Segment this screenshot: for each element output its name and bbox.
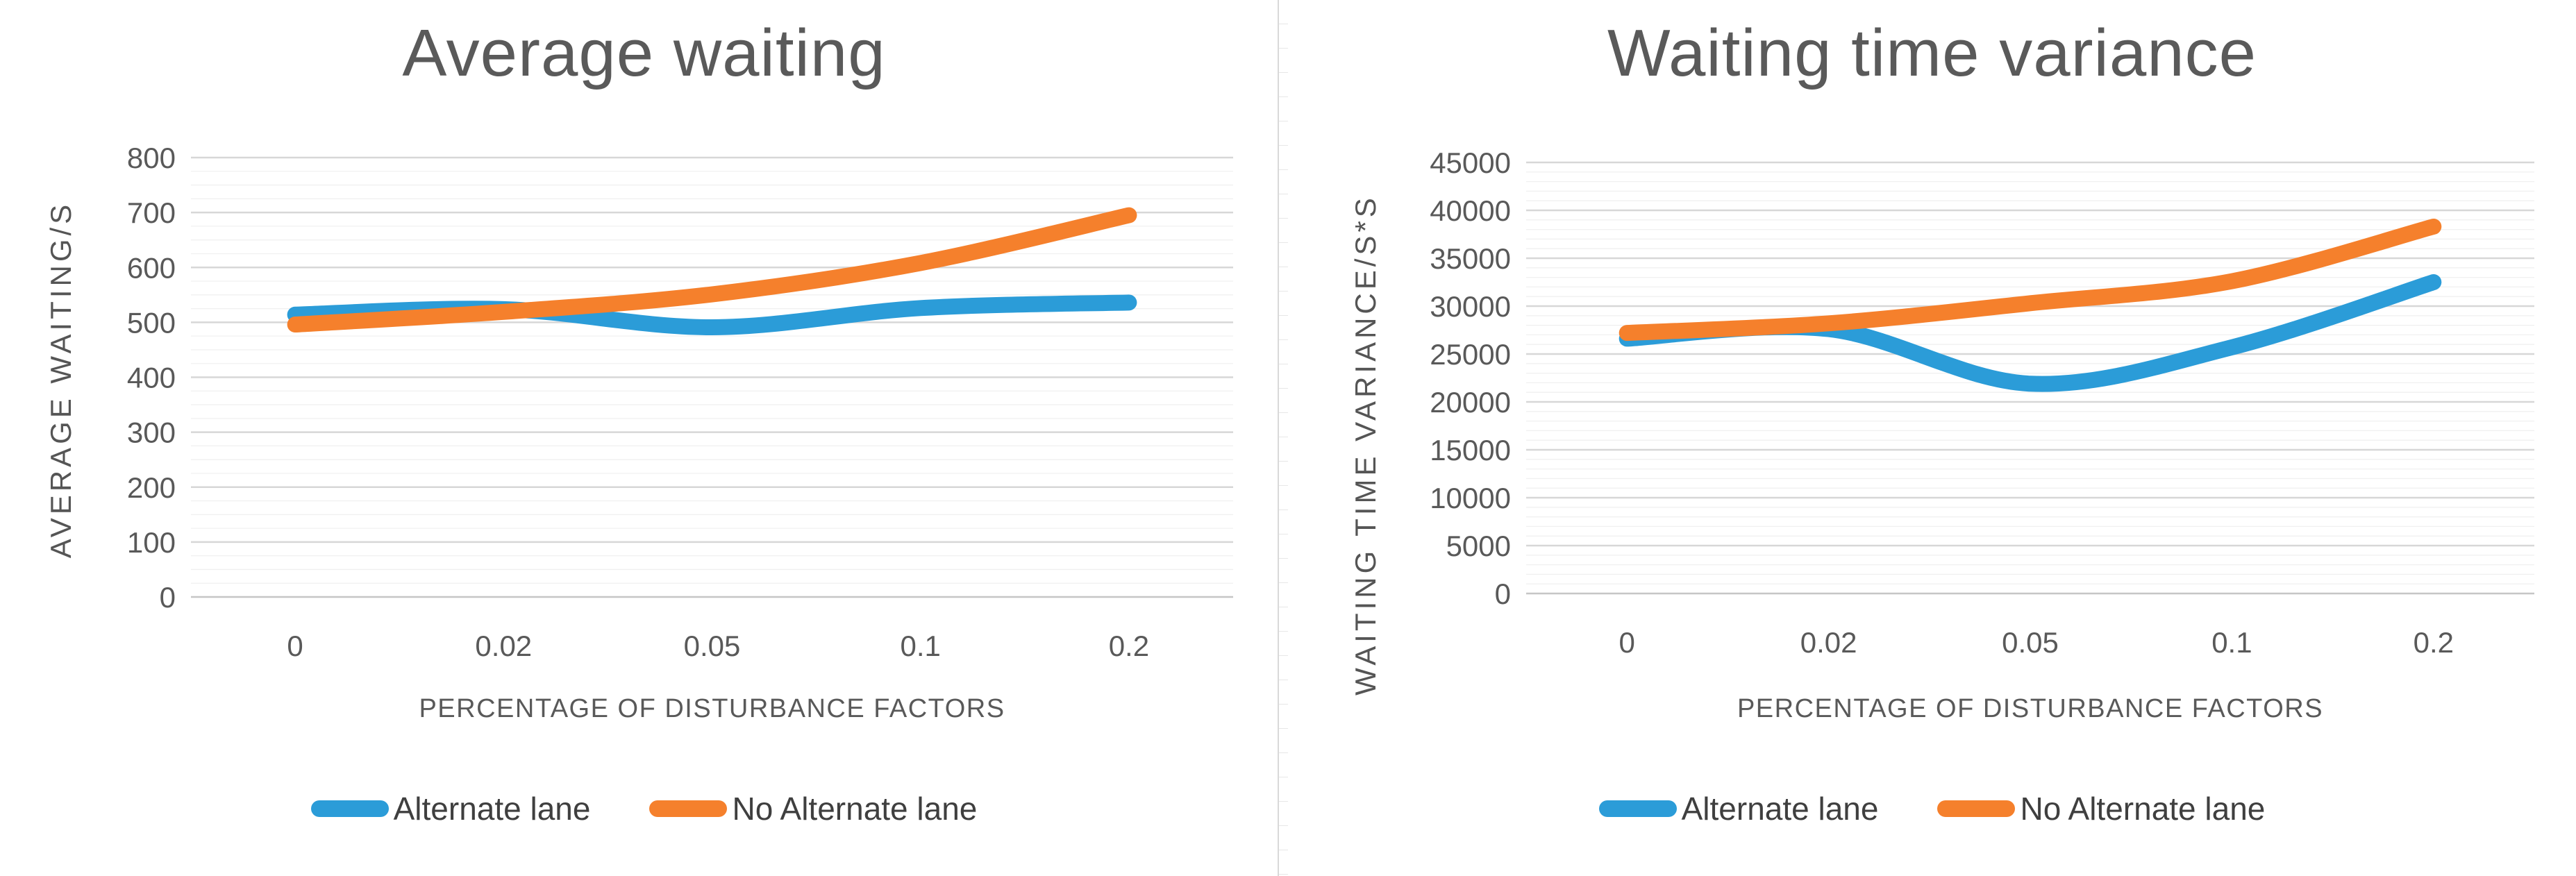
svg-text:35000: 35000: [1430, 242, 1511, 275]
legend: Alternate lane No Alternate lane: [1288, 790, 2576, 827]
no-alternate-lane-swatch-icon: [1937, 800, 2016, 817]
legend-item: No Alternate lane: [1937, 790, 2265, 827]
y-axis-title: AVERAGE WAITING/S: [44, 201, 77, 559]
svg-text:0.05: 0.05: [2002, 626, 2059, 659]
svg-text:0.2: 0.2: [1109, 630, 1149, 662]
svg-text:5000: 5000: [1446, 530, 1511, 562]
svg-text:500: 500: [127, 306, 176, 339]
legend-item: Alternate lane: [1598, 790, 1879, 827]
legend-label: Alternate lane: [1681, 791, 1879, 827]
svg-text:0.2: 0.2: [2414, 626, 2454, 659]
x-axis-title: PERCENTAGE OF DISTURBANCE FACTORS: [419, 694, 1005, 723]
svg-text:30000: 30000: [1430, 290, 1511, 323]
svg-text:200: 200: [127, 471, 176, 504]
svg-text:0: 0: [1619, 626, 1635, 659]
waiting-time-variance-plot-area: 0 5000 10000 15000 20000 25000 30000 35000 40000…: [1430, 146, 2534, 659]
svg-text:100: 100: [127, 526, 176, 559]
y-axis-title: WAITING TIME VARIANCE/S*S: [1349, 194, 1382, 696]
legend: Alternate lane No Alternate lane: [0, 790, 1288, 827]
svg-text:0.1: 0.1: [901, 630, 941, 662]
svg-text:0.1: 0.1: [2211, 626, 2252, 659]
waiting-time-variance-chart-panel: 0 5000 10000 15000 20000 25000 30000 35000 40000…: [1288, 0, 2576, 876]
chart-title: Waiting time variance: [1607, 16, 2257, 90]
legend-label: Alternate lane: [393, 791, 591, 827]
average-waiting-plot-area: 0 100 200 300 400 500 600 700 800 0 0.02 0.05 0.1 0.2: [127, 142, 1233, 662]
svg-text:0: 0: [1495, 578, 1511, 610]
x-axis-title: PERCENTAGE OF DISTURBANCE FACTORS: [1737, 694, 2324, 723]
svg-text:300: 300: [127, 416, 176, 449]
svg-text:25000: 25000: [1430, 338, 1511, 371]
svg-text:0: 0: [160, 581, 176, 614]
svg-text:40000: 40000: [1430, 194, 1511, 227]
legend-item: No Alternate lane: [649, 790, 977, 827]
average-waiting-chart-panel: 0 100 200 300 400 500 600 700 800 0 0.02 0.05 0.1 0.2…: [0, 16, 1288, 827]
legend-label: No Alternate lane: [732, 791, 978, 827]
legend-label: No Alternate lane: [2020, 791, 2266, 827]
legend-item: Alternate lane: [310, 790, 591, 827]
svg-text:15000: 15000: [1430, 434, 1511, 466]
svg-text:0.02: 0.02: [475, 630, 532, 662]
svg-text:400: 400: [127, 362, 176, 394]
svg-text:20000: 20000: [1430, 386, 1511, 419]
svg-text:700: 700: [127, 196, 176, 229]
svg-text:0.05: 0.05: [684, 630, 741, 662]
chart-title: Average waiting: [402, 16, 886, 90]
alternate-lane-swatch-icon: [1598, 800, 1677, 817]
svg-text:45000: 45000: [1430, 146, 1511, 179]
svg-text:600: 600: [127, 251, 176, 284]
svg-text:800: 800: [127, 142, 176, 174]
alternate-lane-swatch-icon: [310, 800, 389, 817]
no-alternate-lane-swatch-icon: [649, 800, 728, 817]
svg-text:0.02: 0.02: [1800, 626, 1857, 659]
svg-text:10000: 10000: [1430, 482, 1511, 514]
svg-text:0: 0: [287, 630, 303, 662]
